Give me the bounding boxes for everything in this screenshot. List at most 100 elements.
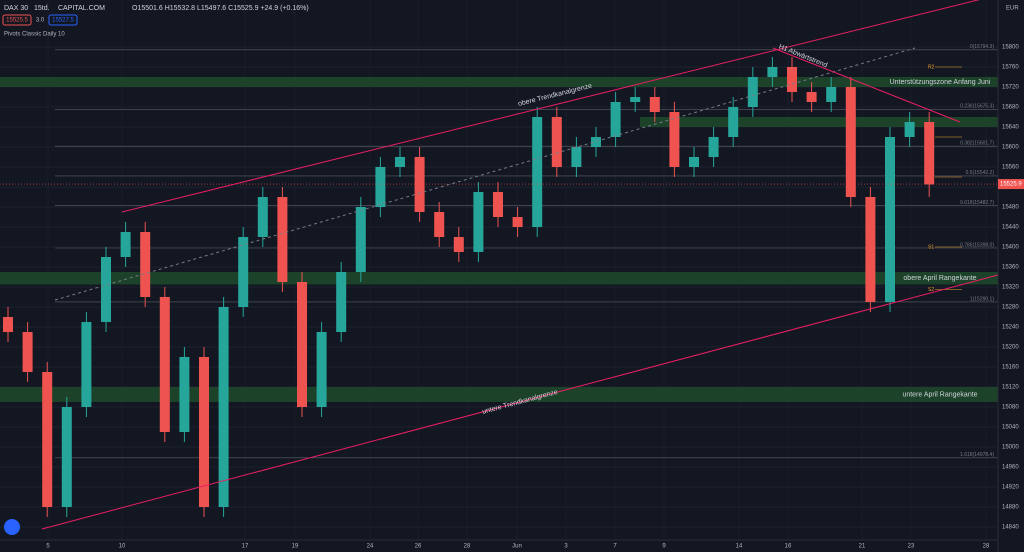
zone (0, 272, 998, 285)
fib-label: 0.236(15675.3) (960, 104, 994, 110)
candle-body (845, 87, 856, 197)
y-tick-label: 15360 (1002, 265, 1019, 271)
x-tick-label: 19 (292, 544, 299, 550)
ask-box[interactable] (48, 14, 78, 26)
y-tick-label: 15680 (1002, 105, 1019, 111)
candle-body (336, 272, 347, 332)
upper-trendline (121, 0, 980, 213)
bid-box[interactable] (2, 14, 32, 26)
midline (54, 47, 916, 301)
y-tick-label: 15440 (1002, 225, 1019, 231)
candle-body (826, 87, 837, 102)
candle-body (630, 97, 641, 102)
x-tick-label: 16 (785, 544, 792, 550)
bid[interactable]: 15525.5 (6, 18, 28, 24)
x-tick-label: 5 (46, 544, 50, 550)
pivot-label: S1 (928, 244, 934, 250)
candle-body (649, 97, 660, 112)
currency: EUR (1006, 6, 1019, 12)
x-tick-label: 26 (415, 544, 422, 550)
candle-body (3, 317, 13, 332)
fib-label: 0(15794.3) (970, 44, 995, 50)
zone-label: Unterstützungszone Anfang Juni (890, 79, 991, 86)
y-tick-label: 15600 (1002, 145, 1019, 151)
candle-body (512, 217, 523, 227)
candle-body (355, 207, 366, 272)
x-tick-label: 7 (613, 544, 617, 550)
y-tick-label: 15320 (1002, 285, 1019, 291)
candle-body (316, 332, 327, 407)
y-tick-label: 14840 (1002, 525, 1019, 531)
indicator: Pivots Classic Daily 10 (4, 32, 65, 38)
candle-body (61, 407, 72, 507)
candle-body (728, 107, 739, 137)
candle-body (610, 102, 621, 137)
candle-body (532, 117, 543, 227)
y-tick-label: 15040 (1002, 425, 1019, 431)
y-tick-label: 15120 (1002, 385, 1019, 391)
candle-body (199, 357, 209, 507)
x-tick-label: 23 (908, 544, 915, 550)
source: CAPITAL.COM (58, 5, 105, 12)
candle-body (297, 282, 307, 407)
candle-body (493, 192, 503, 217)
y-tick-label: 15400 (1002, 245, 1019, 251)
candle-body (473, 192, 484, 252)
candle-body (924, 122, 935, 185)
candle-body (395, 157, 405, 167)
x-tick-label: 17 (242, 544, 249, 550)
logo[interactable] (4, 519, 20, 535)
zone (0, 387, 998, 402)
y-tick-label: 15000 (1002, 445, 1019, 451)
x-tick-label: 14 (736, 544, 743, 550)
x-tick-label: 21 (859, 544, 866, 550)
candle-body (669, 112, 680, 167)
candle-body (551, 117, 562, 167)
pivot-label: R2 (928, 64, 935, 70)
pivot-label: S2 (928, 287, 934, 293)
ask[interactable]: 15527.5 (52, 18, 74, 24)
last-price-label: 15525.9 (1000, 182, 1022, 188)
x-tick-label: 24 (367, 544, 374, 550)
x-tick-label: 9 (662, 544, 666, 550)
y-tick-label: 15160 (1002, 365, 1019, 371)
x-tick-label: Jun (512, 544, 522, 550)
symbol: DAX 30 (4, 5, 28, 12)
candle-body (571, 147, 582, 167)
y-tick-label: 14920 (1002, 485, 1019, 491)
candle-body (453, 237, 464, 252)
candle-body (101, 257, 111, 322)
candle-body (689, 157, 699, 167)
y-tick-label: 15760 (1002, 65, 1019, 71)
interval: 15td. (34, 5, 50, 12)
zone-label: obere April Rangekante (903, 275, 976, 282)
fib-label: 0.786(15398.0) (960, 242, 994, 248)
y-tick-label: 14880 (1002, 505, 1019, 511)
fib-label: 1.618(14978.4) (960, 452, 994, 458)
candle-body (179, 357, 190, 432)
candle-body (81, 322, 92, 407)
zone (0, 77, 998, 87)
candle-body (22, 332, 33, 372)
fib-label: 0.5(15542.2) (966, 170, 995, 176)
h1-downtrend (772, 47, 961, 123)
x-tick-label: 3 (564, 544, 568, 550)
y-tick-label: 15200 (1002, 345, 1019, 351)
candle-body (885, 137, 895, 302)
candle-body (375, 167, 386, 207)
y-tick-label: 15800 (1002, 45, 1019, 51)
zone (640, 117, 998, 127)
lower-trendline (41, 274, 999, 530)
x-tick-label: 28 (464, 544, 471, 550)
y-tick-label: 14960 (1002, 465, 1019, 471)
candle-body (767, 67, 778, 77)
candle-body (434, 212, 445, 237)
fib-label: 0.618(15482.7) (960, 200, 994, 206)
y-tick-label: 15640 (1002, 125, 1019, 131)
y-tick-label: 15480 (1002, 205, 1019, 211)
candle-body (140, 232, 151, 297)
candle-body (904, 122, 915, 137)
x-tick-label: 10 (119, 544, 126, 550)
y-tick-label: 15080 (1002, 405, 1019, 411)
